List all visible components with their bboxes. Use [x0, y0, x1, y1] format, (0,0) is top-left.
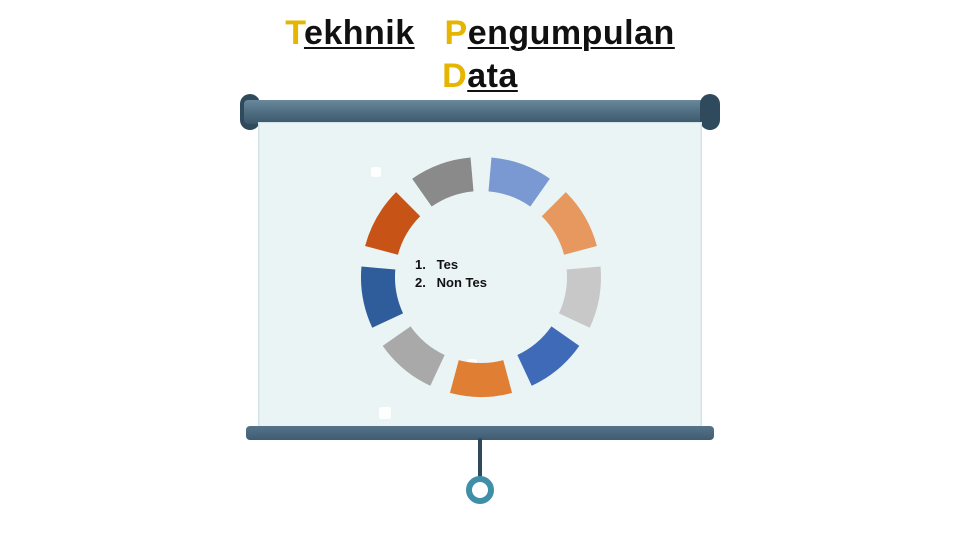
list-label: Non Tes [437, 275, 487, 290]
title-rest-engumpulan: engumpulan [468, 14, 675, 52]
donut-segment [542, 192, 597, 255]
donut-segment [488, 157, 549, 206]
donut-segment [361, 267, 403, 328]
title-cap-T: T [285, 14, 304, 52]
projector-screen: 1. Tes 2. Non Tes [258, 114, 702, 436]
roller-cap-right-icon [700, 94, 720, 130]
donut-segment [412, 157, 473, 206]
roller-bar-icon [244, 100, 716, 124]
donut-segment [450, 360, 512, 397]
list-number: 2. [415, 274, 433, 292]
page-title: Tekhnik Pengumpulan Data [0, 12, 960, 97]
list-number: 1. [415, 256, 433, 274]
donut-segment [517, 326, 579, 385]
title-line-1: Tekhnik Pengumpulan [0, 12, 960, 55]
title-rest-ekhnik: ekhnik [304, 14, 415, 52]
title-rest-ata: ata [467, 57, 518, 95]
title-line-2: Data [0, 55, 960, 98]
donut-segment [383, 326, 445, 385]
screen-canvas: 1. Tes 2. Non Tes [258, 122, 702, 428]
list-item: 1. Tes [415, 256, 565, 274]
donut-segment [365, 192, 420, 255]
list-label: Tes [437, 257, 458, 272]
donut-center-list: 1. Tes 2. Non Tes [415, 256, 565, 291]
donut-segment [559, 267, 601, 328]
list-item: 2. Non Tes [415, 274, 565, 292]
title-cap-P: P [445, 14, 468, 52]
pull-ring-icon [466, 476, 494, 504]
title-cap-D: D [442, 57, 467, 95]
